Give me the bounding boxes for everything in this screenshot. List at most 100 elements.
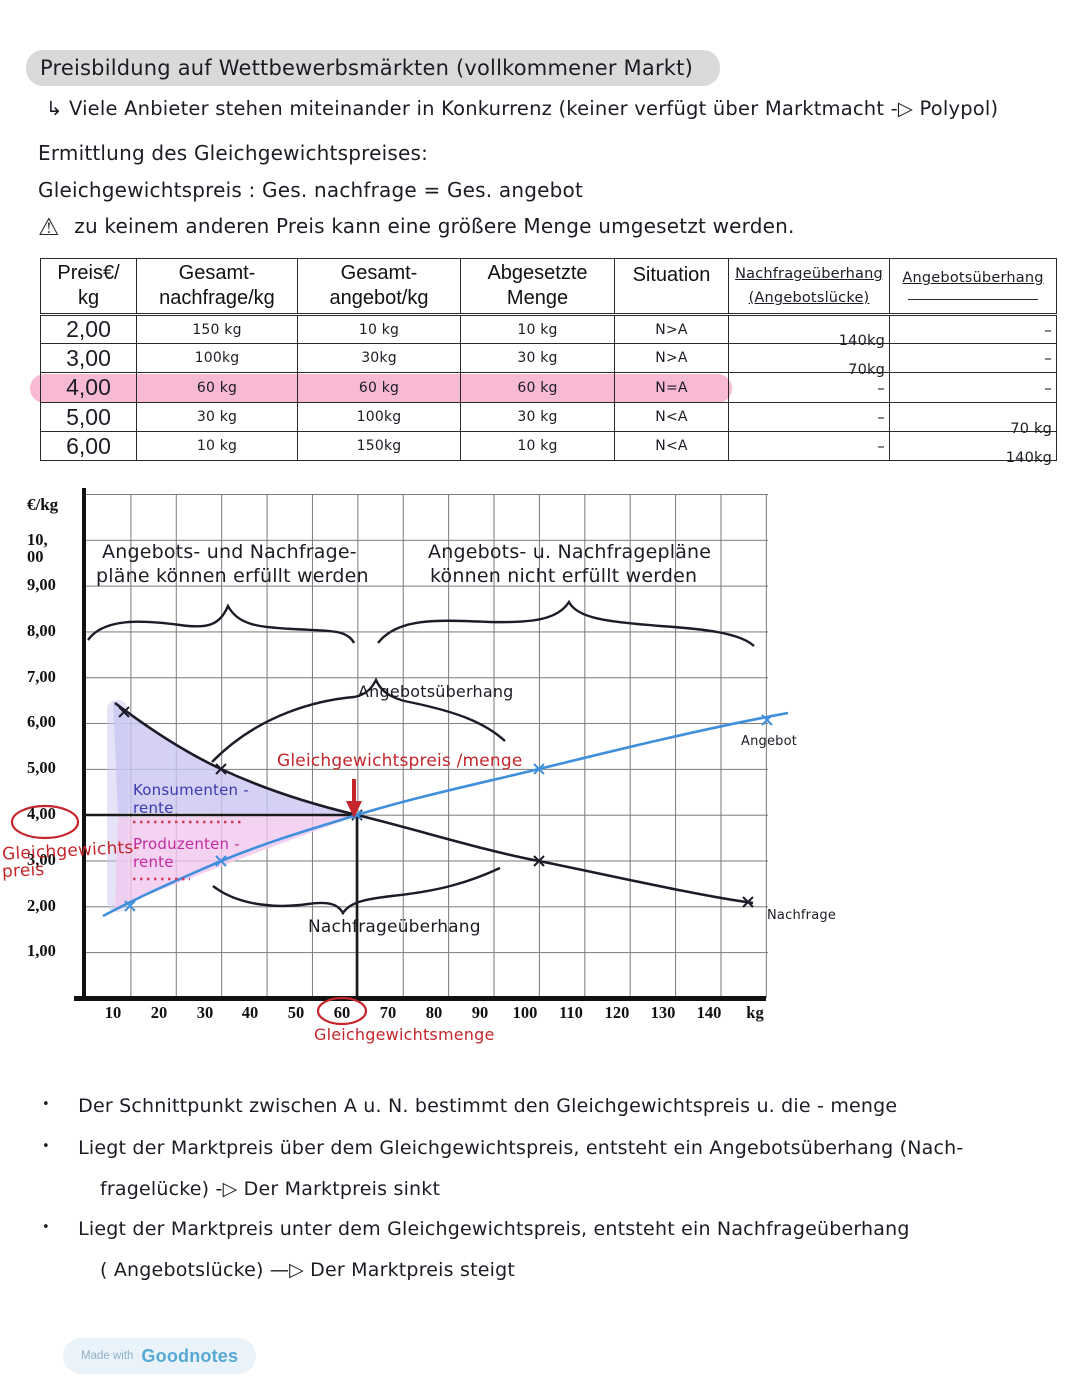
intro-line-1-text: Viele Anbieter stehen miteinander in Kon… — [68, 97, 999, 120]
equilibrium-price-qty-label: Gleichgewichtspreis /menge — [277, 751, 523, 771]
produzentenrente-label-line2: rente — [133, 853, 174, 871]
made-with-label: Made with — [81, 1350, 134, 1362]
left-plans-brace — [87, 603, 356, 644]
produzentenrente-label-line1: Produzenten - — [133, 835, 240, 853]
table-row: 3,00 100kg 30kg 30 kg N>A 70kg – — [40, 343, 1057, 378]
supply-curve — [102, 711, 789, 918]
branch-arrow-icon: ↳ — [46, 97, 63, 120]
x-axis-line — [74, 996, 766, 1001]
price-schedule-table: Preis€/ kg Gesamt- nachfrage/kg Gesamt- … — [40, 258, 1057, 466]
cell-nachfrage: 100kg — [136, 343, 298, 373]
col-header-nachfrageueberhang: Nachfrageüberhang (Angebotslücke) — [728, 258, 890, 316]
table-row: 6,00 10 kg 150kg 10 kg N<A – 140kg — [40, 431, 1057, 466]
cell-nfu: – — [728, 402, 890, 432]
plans-not-fulfilled-note-line2: können nicht erfüllt werden — [430, 565, 698, 587]
col-header-nachfrage: Gesamt- nachfrage/kg — [136, 258, 298, 316]
producer-surplus-area — [115, 816, 357, 908]
y-tick: 7,00 — [27, 667, 56, 686]
konsumentenrente-label-line2: rente — [133, 799, 174, 817]
col-header-situation: Situation — [614, 258, 729, 316]
warning-icon: ⚠ — [38, 213, 60, 241]
y-tick: 10, 00 — [27, 530, 48, 566]
cell-situation: N=A — [614, 372, 729, 403]
col-header-angebot: Gesamt- angebot/kg — [297, 258, 461, 316]
cell-angebot: 100kg — [297, 402, 461, 432]
intro-line-3: Gleichgewichtspreis : Ges. nachfrage = G… — [38, 178, 584, 202]
y-tick: 1,00 — [27, 941, 56, 960]
x-tick: 10 — [104, 1003, 122, 1022]
y-tick-equilibrium-price: 4,00 — [27, 804, 56, 823]
bullet-2-line1: • Liegt der Marktpreis über dem Gleichge… — [42, 1137, 964, 1159]
x-axis-unit: kg — [746, 1003, 764, 1022]
cell-preis: 3,00 — [40, 343, 137, 373]
cell-nachfrage: 60 kg — [136, 372, 298, 403]
cell-situation: N<A — [614, 402, 729, 432]
consumer-surplus-area — [113, 701, 357, 814]
warning-text: zu keinem anderen Preis kann eine größer… — [74, 214, 795, 238]
col-header-angebotsueberhang: Angebotsüberhang — [889, 258, 1057, 316]
bullet-3-line1: • Liegt der Marktpreis unter dem Gleichg… — [42, 1218, 910, 1240]
x-tick: 110 — [559, 1003, 583, 1022]
cell-situation: N>A — [614, 314, 729, 344]
konsumentenrente-label-line1: Konsumenten - — [133, 781, 249, 799]
cell-menge: 10 kg — [460, 431, 615, 461]
cell-menge: 30 kg — [460, 343, 615, 373]
cell-preis: 5,00 — [40, 402, 137, 432]
y-tick: 5,00 — [27, 758, 56, 777]
cell-menge: 10 kg — [460, 314, 615, 344]
y-tick: 3,00 — [27, 850, 56, 869]
x-tick: 80 — [425, 1003, 443, 1022]
bullet-dot: • — [42, 1139, 50, 1154]
x-tick: 40 — [241, 1003, 259, 1022]
cell-menge: 30 kg — [460, 402, 615, 432]
goodnotes-logo: Goodnotes — [141, 1345, 239, 1366]
plans-fulfilled-note-line1: Angebots- und Nachfrage- — [102, 541, 357, 563]
x-tick: 20 — [150, 1003, 168, 1022]
angebotsueberhang-brace — [211, 677, 506, 763]
bullet-2-line2: fragelücke) -▷ Der Marktpreis sinkt — [100, 1178, 441, 1200]
y-tick: 8,00 — [27, 621, 56, 640]
cell-au: – — [889, 314, 1057, 344]
x-tick: 130 — [650, 1003, 676, 1022]
x-tick: 30 — [196, 1003, 214, 1022]
cell-angebot: 30kg — [297, 343, 461, 373]
chart-overlay — [10, 599, 789, 1026]
cell-au: – — [889, 343, 1057, 373]
cell-menge: 60 kg — [460, 372, 615, 403]
cell-preis: 6,00 — [40, 431, 137, 461]
cell-nfu: – — [728, 431, 890, 461]
circle-around-price — [10, 804, 80, 840]
bullet-1: • Der Schnittpunkt zwischen A u. N. best… — [42, 1095, 898, 1117]
demand-curve-label: Nachfrage — [767, 908, 837, 923]
cell-au: – — [889, 372, 1057, 403]
y-axis-line — [82, 488, 86, 1000]
cell-preis: 2,00 — [40, 314, 137, 344]
cell-angebot: 10 kg — [297, 314, 461, 344]
demand-curve — [114, 701, 754, 905]
y-tick: 9,00 — [27, 575, 56, 594]
cell-nachfrage: 10 kg — [136, 431, 298, 461]
plans-not-fulfilled-note-line1: Angebots- u. Nachfragepläne — [428, 541, 712, 563]
title-highlight — [26, 50, 720, 86]
intro-line-2: Ermittlung des Gleichgewichtspreises: — [38, 141, 429, 165]
cell-au: 140kg — [889, 431, 1057, 466]
equilibrium-price-axis-label-line2: preis — [1, 859, 45, 883]
bullet-3-line2: ( Angebotslücke) —▷ Der Marktpreis steig… — [100, 1259, 516, 1281]
plans-fulfilled-note-line2: pläne können erfüllt werden — [96, 565, 369, 587]
col-header-preis: Preis€/ kg — [40, 258, 137, 316]
page-title: Preisbildung auf Wettbewerbsmärkten (vol… — [40, 56, 693, 80]
angebotsueberhang-label: Angebotsüberhang — [358, 682, 514, 701]
nachfrageueberhang-brace — [212, 866, 501, 916]
goodnotes-badge: Made with Goodnotes — [63, 1338, 257, 1374]
cell-situation: N>A — [614, 343, 729, 373]
col-header-menge: Abgesetzte Menge — [460, 258, 615, 316]
x-tick: 100 — [512, 1003, 538, 1022]
x-tick: 120 — [604, 1003, 630, 1022]
cell-nfu: 140kg — [728, 314, 890, 349]
cell-situation: N<A — [614, 431, 729, 461]
x-tick: 140 — [696, 1003, 722, 1022]
equilibrium-quantity-axis-label: Gleichgewichtsmenge — [314, 1025, 495, 1044]
y-tick: 2,00 — [27, 896, 56, 915]
x-tick-equilibrium-qty: 60 — [333, 1003, 351, 1022]
